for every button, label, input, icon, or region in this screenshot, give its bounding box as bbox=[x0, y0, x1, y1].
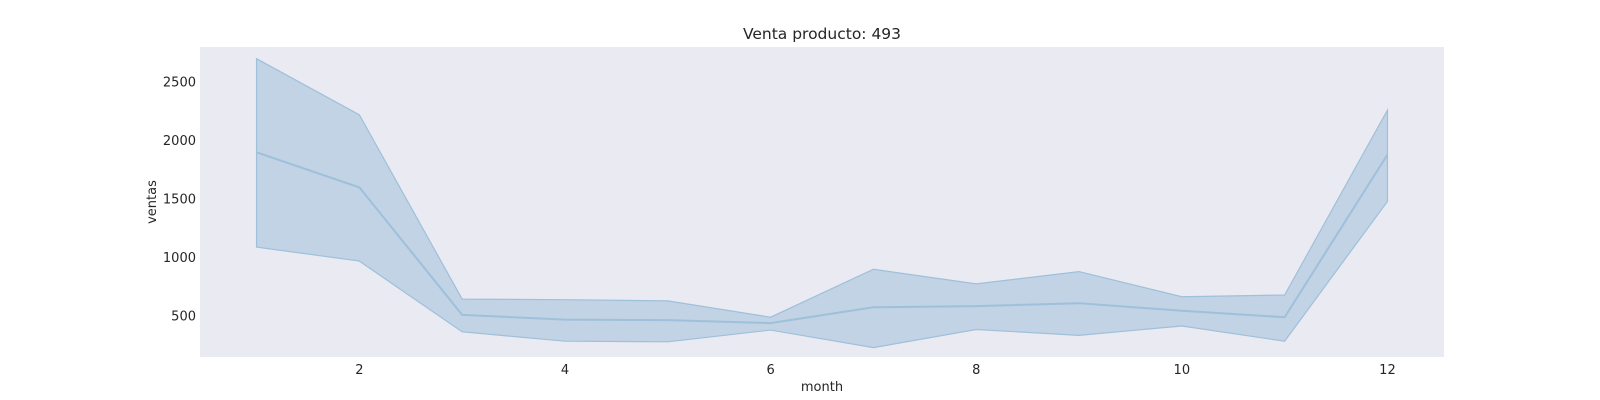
y-tick-label: 1000 bbox=[163, 251, 196, 266]
confidence-band bbox=[255, 57, 1389, 349]
y-axis-label: ventas bbox=[145, 180, 160, 224]
x-tick-label: 4 bbox=[561, 363, 569, 378]
y-tick-label: 2500 bbox=[163, 76, 196, 91]
series-line-layer bbox=[256, 151, 1389, 325]
y-tick-label: 2000 bbox=[163, 134, 196, 149]
x-axis-ticks: 2 4 6 8 10 12 bbox=[355, 363, 1396, 378]
chart-title: Venta producto: 493 bbox=[743, 25, 901, 43]
confidence-band-layer bbox=[255, 57, 1389, 349]
x-axis-label: month bbox=[801, 380, 843, 395]
x-tick-label: 8 bbox=[972, 363, 980, 378]
x-tick-label: 10 bbox=[1174, 363, 1191, 378]
y-tick-label: 1500 bbox=[163, 193, 196, 208]
y-axis-ticks: 500 1000 1500 2000 2500 bbox=[163, 76, 196, 325]
series-line bbox=[256, 151, 1389, 325]
x-tick-label: 12 bbox=[1379, 363, 1396, 378]
x-tick-label: 2 bbox=[355, 363, 363, 378]
y-tick-label: 500 bbox=[171, 310, 196, 325]
x-tick-label: 6 bbox=[766, 363, 774, 378]
